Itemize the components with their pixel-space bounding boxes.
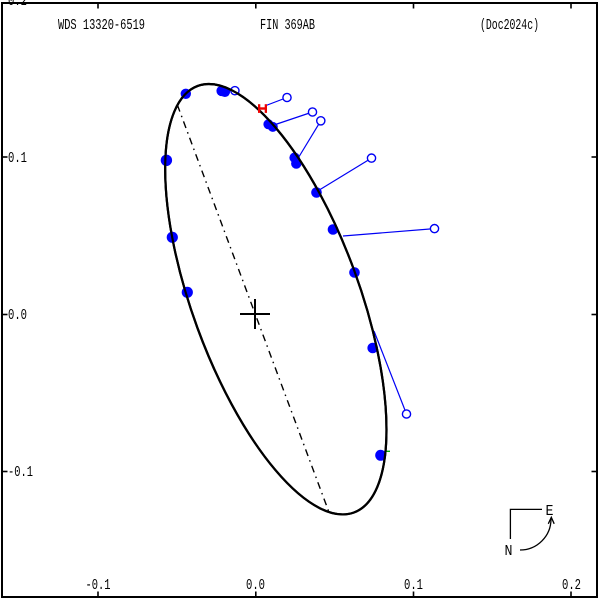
svg-text:E: E [546,503,554,520]
svg-text:0.0: 0.0 [8,307,27,324]
svg-text:N: N [505,543,513,560]
svg-text:(Doc2024c): (Doc2024c) [480,17,539,34]
svg-text:0.1: 0.1 [404,577,423,594]
svg-text:-0.1: -0.1 [86,577,111,594]
svg-text:0.2: 0.2 [562,577,581,594]
svg-text:0.2: 0.2 [8,0,27,10]
svg-text:0.0: 0.0 [246,577,265,594]
svg-text:WDS 13320-6519: WDS 13320-6519 [58,17,145,34]
svg-text:0.1: 0.1 [8,150,27,167]
svg-text:FIN 369AB: FIN 369AB [260,17,315,34]
svg-text:-0.1: -0.1 [8,464,33,481]
